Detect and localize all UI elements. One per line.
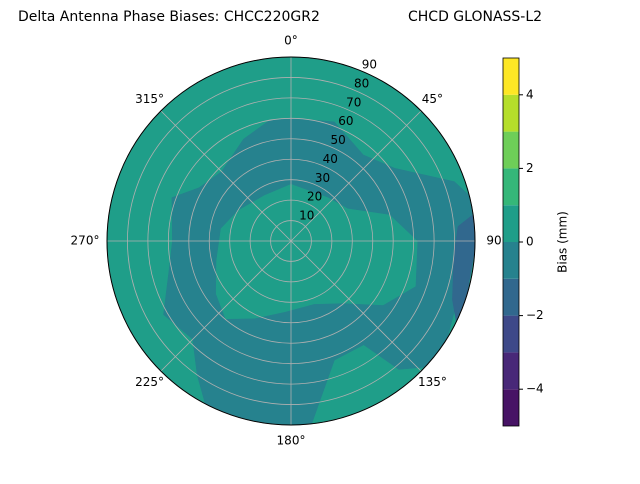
r-tick-label: 50 — [330, 133, 345, 147]
colorbar-bin — [503, 242, 519, 279]
theta-tick-label: 45° — [422, 92, 443, 106]
contour-region — [163, 118, 475, 425]
colorbar-bin — [503, 352, 519, 390]
theta-tick-label: 270° — [71, 234, 100, 248]
r-tick-label: 80 — [354, 76, 369, 90]
grid-spoke — [160, 240, 292, 372]
colorbar-bin — [503, 315, 519, 353]
colorbar-bin — [503, 205, 519, 242]
colorbar-bin — [503, 131, 519, 169]
r-tick-label: 40 — [323, 152, 338, 166]
r-tick-label: 10 — [299, 209, 314, 223]
r-tick-label: 90 — [362, 58, 377, 72]
grid-spoke — [290, 110, 422, 242]
grid-spoke — [160, 110, 292, 242]
colorbar-tick-label: −2 — [526, 308, 544, 322]
polar-frame — [106, 56, 476, 426]
colorbar-tick-label: 4 — [526, 87, 534, 101]
r-tick-label: 20 — [307, 190, 322, 204]
colorbar-tick-label: 2 — [526, 161, 534, 175]
r-tick-label: 30 — [315, 171, 330, 185]
chart-subtitle: CHCD GLONASS-L2 — [408, 9, 542, 25]
theta-tick-label: 180° — [277, 434, 306, 448]
theta-tick-label: 225° — [135, 375, 164, 389]
theta-tick-label: 135° — [418, 375, 447, 389]
colorbar-tick-label: 0 — [526, 235, 534, 249]
colorbar-bin — [503, 389, 519, 426]
r-tick-label: 70 — [346, 95, 361, 109]
colorbar-tick-label: −4 — [526, 382, 544, 396]
colorbar-bin — [503, 58, 519, 95]
chart-title: Delta Antenna Phase Biases: CHCC220GR2 — [18, 9, 320, 25]
colorbar-bin — [503, 94, 519, 132]
theta-tick-label: 315° — [135, 92, 164, 106]
theta-tick-label: 90° — [486, 234, 507, 248]
theta-tick-label: 0° — [284, 34, 298, 48]
colorbar-bin — [503, 278, 519, 316]
grid-spoke — [290, 240, 422, 372]
colorbar-bin — [503, 168, 519, 206]
r-tick-label: 60 — [338, 114, 353, 128]
colorbar-label: Bias (mm) — [556, 211, 570, 273]
